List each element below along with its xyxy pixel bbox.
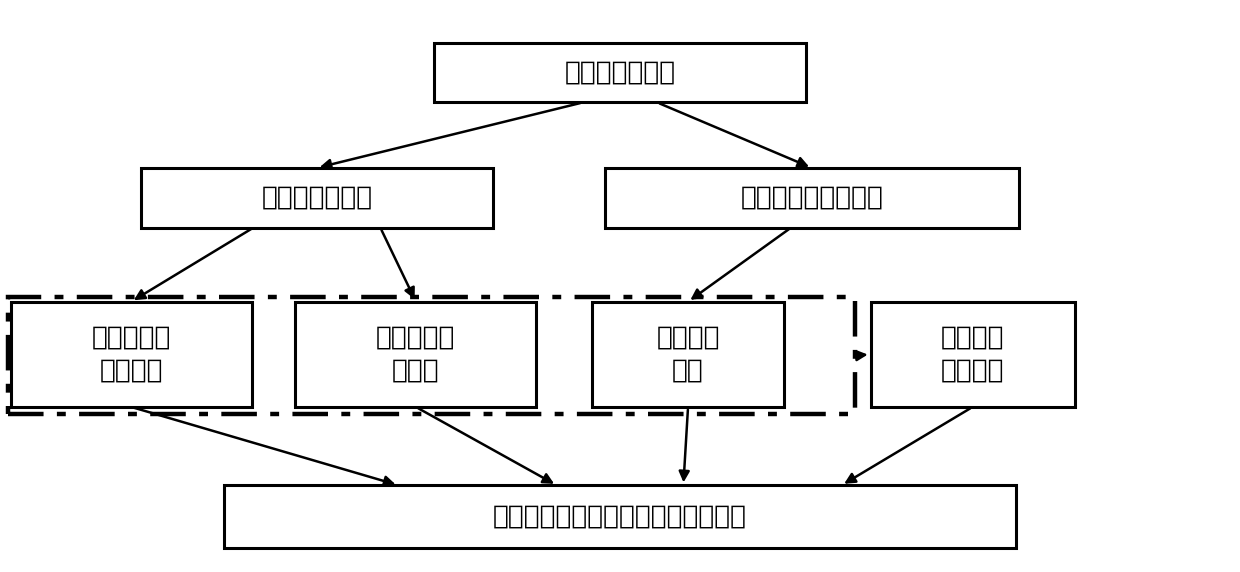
FancyBboxPatch shape [11,301,252,407]
FancyBboxPatch shape [605,168,1019,228]
Text: 构建结构
方程模型: 构建结构 方程模型 [941,325,1004,384]
Text: 沉积物样品收集: 沉积物样品收集 [564,59,676,86]
Text: 重金属污染
负荷评价: 重金属污染 负荷评价 [92,325,171,384]
Text: 重金属毒理
熵评估: 重金属毒理 熵评估 [376,325,455,384]
Text: 重金属含量测定: 重金属含量测定 [262,185,372,210]
FancyBboxPatch shape [870,301,1075,407]
FancyBboxPatch shape [224,485,1016,548]
FancyBboxPatch shape [295,301,537,407]
FancyBboxPatch shape [434,43,806,102]
Text: 氮磷等营养指标监测: 氮磷等营养指标监测 [740,185,883,210]
Text: 沉积物重金属生态毒性风险综合评价: 沉积物重金属生态毒性风险综合评价 [494,503,746,530]
Text: 有机污染
评价: 有机污染 评价 [656,325,719,384]
FancyBboxPatch shape [593,301,784,407]
FancyBboxPatch shape [140,168,494,228]
